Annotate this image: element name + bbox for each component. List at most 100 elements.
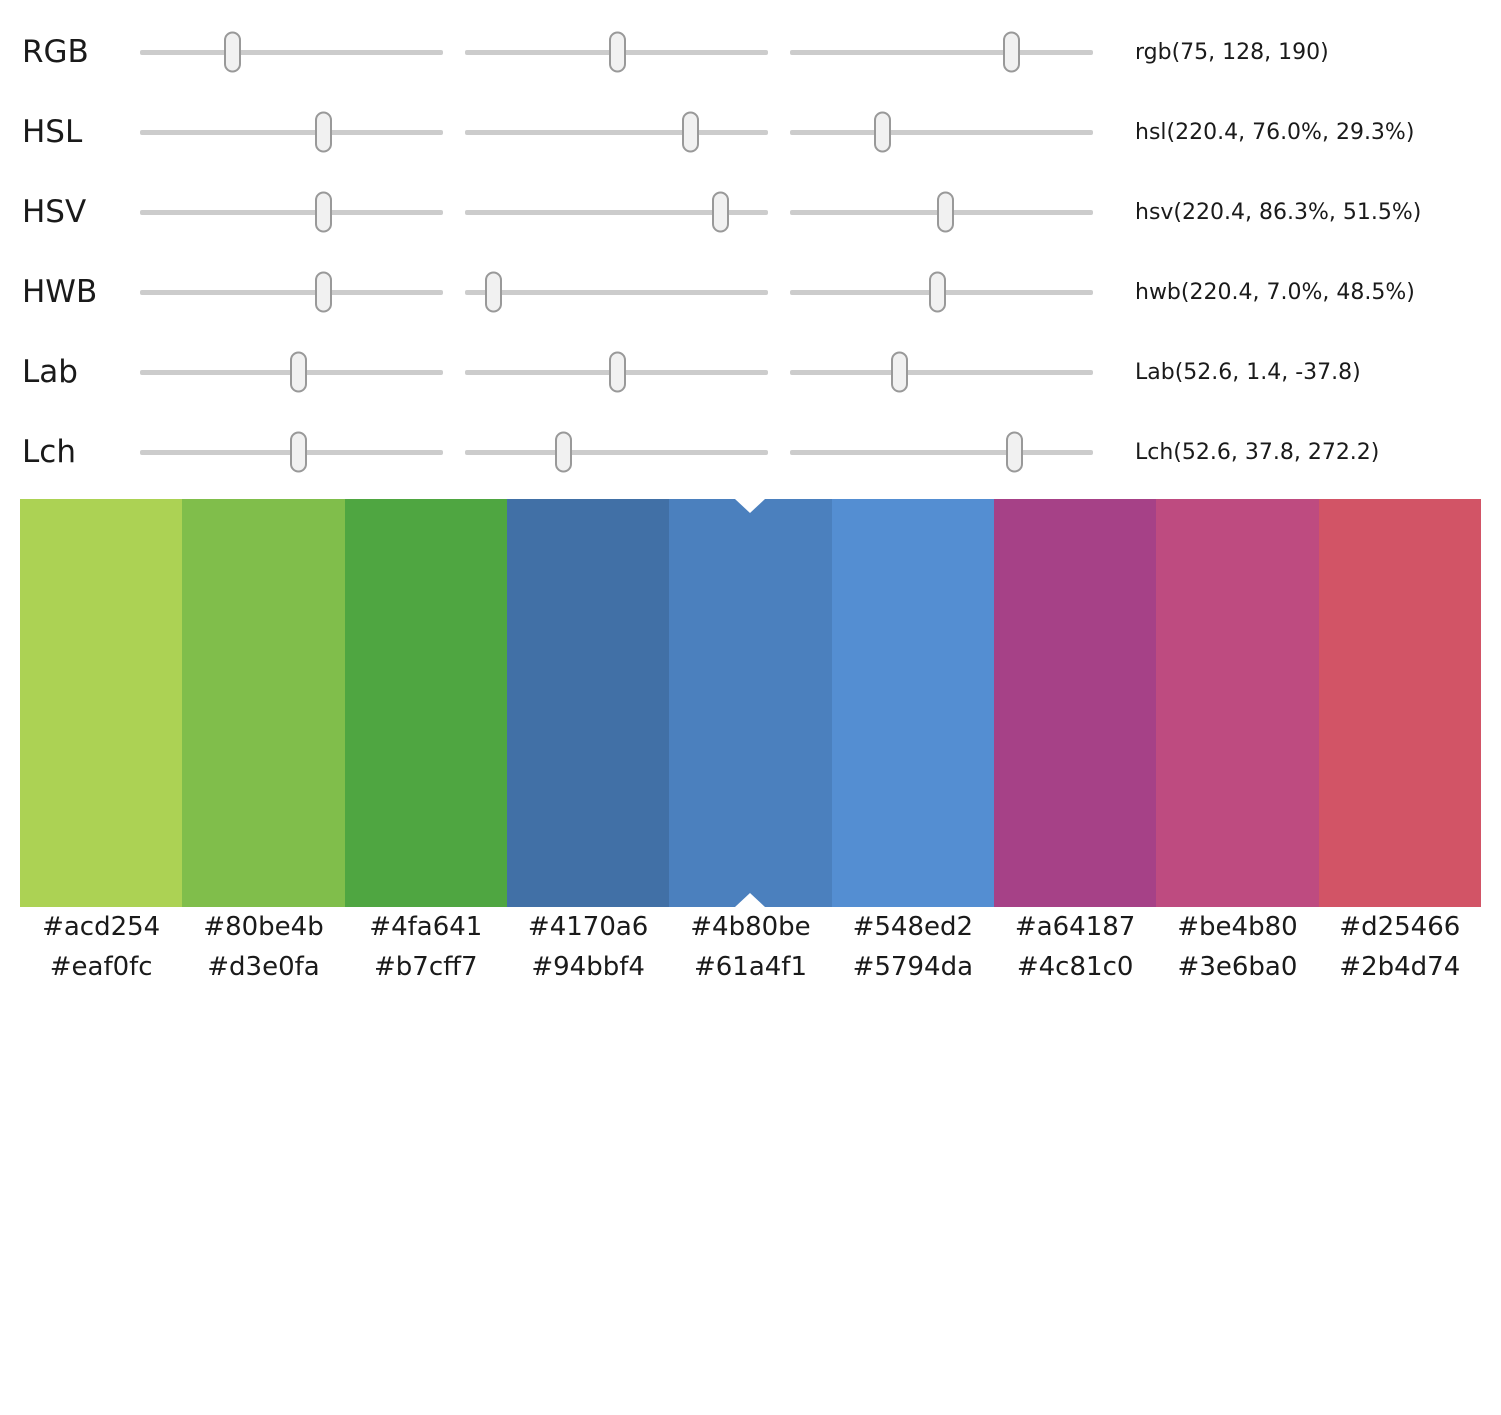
lch-l-slider[interactable]	[140, 429, 443, 475]
hex-code-label: #b7cff7	[374, 952, 478, 982]
palette-swatch[interactable]	[506, 499, 670, 907]
slider-thumb[interactable]	[315, 191, 332, 233]
slider-thumb[interactable]	[315, 271, 332, 313]
rgb-blue-slider[interactable]	[790, 29, 1093, 75]
selected-color-marker-top-icon	[735, 499, 766, 513]
slider-thumb[interactable]	[928, 271, 946, 313]
rgb-green-slider[interactable]	[465, 29, 768, 75]
hsl-saturation-slider[interactable]	[465, 109, 768, 155]
slider-row-lab: Lab Lab(52.6, 1.4, -37.8)	[0, 332, 1501, 412]
hex-code-label: #94bbf4	[531, 952, 645, 982]
colorspace-label-hsl: HSL	[22, 114, 83, 150]
slider-track	[465, 209, 768, 215]
slider-track	[465, 449, 768, 455]
slider-thumb[interactable]	[224, 31, 242, 73]
hex-code-label: #2b4d74	[1339, 952, 1461, 982]
lab-a-slider[interactable]	[465, 349, 768, 395]
slider-thumb[interactable]	[608, 31, 626, 73]
hex-code-label: #eaf0fc	[49, 952, 153, 982]
hwb-hue-slider[interactable]	[140, 269, 443, 315]
selected-color-marker-bottom-icon	[735, 893, 766, 907]
palette-swatch[interactable]	[1318, 499, 1481, 907]
colorspace-sliders-section: RGB rgb(75, 128, 190) HSL	[0, 0, 1501, 492]
slider-track	[790, 369, 1093, 375]
color-value-lab: Lab(52.6, 1.4, -37.8)	[1135, 359, 1361, 385]
palette-swatch[interactable]	[20, 499, 183, 907]
hex-code-label: #4c81c0	[1016, 952, 1134, 982]
color-value-rgb: rgb(75, 128, 190)	[1135, 39, 1329, 65]
colorspace-label-rgb: RGB	[22, 34, 89, 70]
hue-palette	[20, 499, 1481, 907]
slider-thumb[interactable]	[1006, 431, 1024, 473]
color-value-hsl: hsl(220.4, 76.0%, 29.3%)	[1135, 119, 1415, 145]
rgb-red-slider[interactable]	[140, 29, 443, 75]
color-value-hwb: hwb(220.4, 7.0%, 48.5%)	[1135, 279, 1415, 305]
hwb-blackness-slider[interactable]	[790, 269, 1093, 315]
hue-palette-hex-row: #acd254 #80be4b #4fa641 #4170a6 #4b80be #548e…	[20, 907, 1481, 947]
slider-row-hsl: HSL hsl(220.4, 76.0%, 29.3%)	[0, 92, 1501, 172]
hex-code-label: #3e6ba0	[1177, 952, 1298, 982]
slider-row-lch: Lch Lch(52.6, 37.8, 272.2)	[0, 412, 1501, 492]
slider-track	[140, 49, 443, 55]
shade-palette-hex-row: #eaf0fc #d3e0fa #b7cff7 #94bbf4 #61a4f1 #5794…	[20, 947, 1481, 987]
lab-b-slider[interactable]	[790, 349, 1093, 395]
color-value-lch: Lch(52.6, 37.8, 272.2)	[1135, 439, 1380, 465]
palette-swatch[interactable]	[831, 499, 994, 907]
slider-thumb[interactable]	[290, 351, 308, 393]
hwb-whiteness-slider[interactable]	[465, 269, 768, 315]
hex-code-label: #5794da	[852, 952, 973, 982]
slider-thumb[interactable]	[711, 191, 729, 233]
palette-swatch-selected[interactable]	[669, 499, 832, 907]
slider-thumb[interactable]	[485, 271, 502, 313]
lch-c-slider[interactable]	[465, 429, 768, 475]
hsv-hue-slider[interactable]	[140, 189, 443, 235]
hex-code-label: #be4b80	[1177, 912, 1298, 942]
hex-code-label: #d25466	[1339, 912, 1461, 942]
slider-thumb[interactable]	[890, 351, 908, 393]
slider-track	[465, 129, 768, 135]
palette-swatch[interactable]	[344, 499, 507, 907]
hex-code-label: #4170a6	[527, 912, 649, 942]
slider-thumb[interactable]	[937, 191, 955, 233]
slider-track	[140, 209, 443, 215]
hex-code-label: #d3e0fa	[207, 952, 320, 982]
hex-code-label: #80be4b	[203, 912, 324, 942]
slider-thumb[interactable]	[290, 431, 308, 473]
slider-thumb[interactable]	[609, 351, 627, 393]
palette-swatch[interactable]	[1156, 499, 1319, 907]
slider-row-hwb: HWB hwb(220.4, 7.0%, 48.5%)	[0, 252, 1501, 332]
slider-row-rgb: RGB rgb(75, 128, 190)	[0, 12, 1501, 92]
hex-code-label: #a64187	[1014, 912, 1136, 942]
lab-l-slider[interactable]	[140, 349, 443, 395]
slider-thumb[interactable]	[682, 111, 700, 153]
slider-track	[465, 289, 768, 295]
colorspace-label-hsv: HSV	[22, 194, 87, 230]
shade-palette	[20, 987, 1481, 1394]
hex-code-label: #61a4f1	[693, 952, 807, 982]
slider-thumb[interactable]	[873, 111, 891, 153]
slider-track	[140, 289, 443, 295]
hex-code-label: #4b80be	[690, 912, 811, 942]
slider-track	[790, 49, 1093, 55]
hex-code-label: #4fa641	[369, 912, 483, 942]
hsl-lightness-slider[interactable]	[790, 109, 1093, 155]
hsv-saturation-slider[interactable]	[465, 189, 768, 235]
hsl-hue-slider[interactable]	[140, 109, 443, 155]
slider-thumb[interactable]	[1003, 31, 1021, 73]
slider-thumb[interactable]	[315, 111, 332, 153]
color-value-hsv: hsv(220.4, 86.3%, 51.5%)	[1135, 199, 1422, 225]
slider-track	[790, 449, 1093, 455]
slider-thumb[interactable]	[555, 431, 573, 473]
colorspace-label-lch: Lch	[22, 434, 76, 470]
slider-track	[140, 129, 443, 135]
colorspace-label-lab: Lab	[22, 354, 78, 390]
slider-row-hsv: HSV hsv(220.4, 86.3%, 51.5%)	[0, 172, 1501, 252]
slider-track	[790, 129, 1093, 135]
hex-code-label: #548ed2	[852, 912, 974, 942]
colorspace-label-hwb: HWB	[22, 274, 98, 310]
lch-h-slider[interactable]	[790, 429, 1093, 475]
hsv-value-slider[interactable]	[790, 189, 1093, 235]
palette-swatch[interactable]	[993, 499, 1157, 907]
palette-swatch[interactable]	[182, 499, 345, 907]
